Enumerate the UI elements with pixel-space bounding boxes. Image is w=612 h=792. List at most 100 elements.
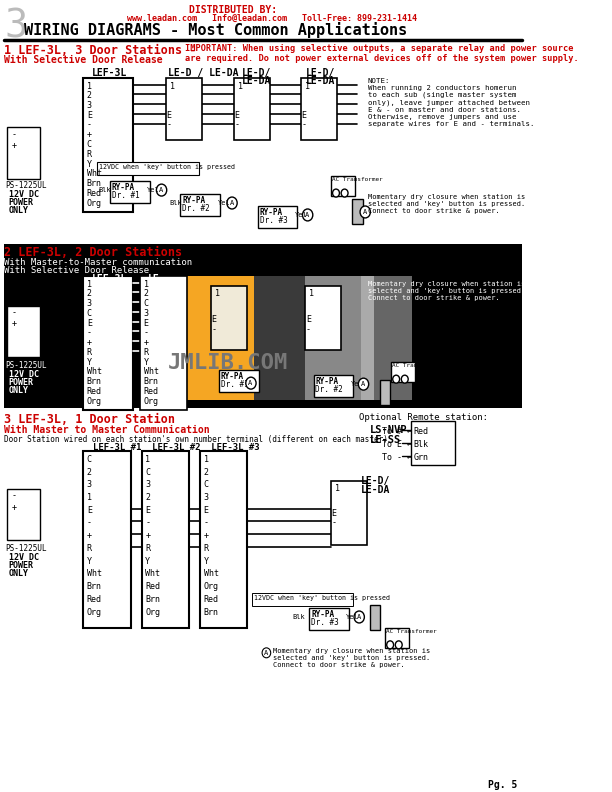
Bar xyxy=(181,194,220,216)
Text: PS-1225UL: PS-1225UL xyxy=(5,361,47,370)
Text: Y: Y xyxy=(143,358,149,367)
Text: -: - xyxy=(87,329,92,337)
Text: Dr. #1: Dr. #1 xyxy=(221,380,248,389)
Text: -: - xyxy=(87,120,92,130)
Bar xyxy=(385,628,409,648)
Text: Blk: Blk xyxy=(413,440,428,449)
Text: R: R xyxy=(145,544,150,553)
Text: WIRING DIAGRAMS - Most Common Applications: WIRING DIAGRAMS - Most Common Applicatio… xyxy=(24,22,408,38)
Text: Momentary dry closure when station is
selected and 'key' button is pressed.
Conn: Momentary dry closure when station is se… xyxy=(368,280,525,301)
Circle shape xyxy=(360,206,370,218)
Text: -: - xyxy=(12,492,17,501)
Text: Y: Y xyxy=(204,557,209,565)
Text: R: R xyxy=(87,348,92,357)
Text: POWER: POWER xyxy=(9,198,34,207)
Text: -: - xyxy=(12,131,17,139)
Text: LE-SS: LE-SS xyxy=(370,435,401,445)
Text: +: + xyxy=(12,141,17,150)
Text: AC Transformer: AC Transformer xyxy=(332,177,382,182)
Text: Org: Org xyxy=(143,397,159,406)
Text: A: A xyxy=(361,381,365,387)
Text: 2: 2 xyxy=(87,91,92,101)
Text: RY-PA: RY-PA xyxy=(182,196,205,205)
Text: 1: 1 xyxy=(143,280,149,288)
Text: With Selective Door Release: With Selective Door Release xyxy=(4,55,163,65)
Text: 2: 2 xyxy=(143,289,149,299)
Text: E: E xyxy=(306,315,311,325)
Circle shape xyxy=(246,377,256,389)
Text: 1: 1 xyxy=(87,493,92,502)
Bar xyxy=(353,199,363,224)
Text: A: A xyxy=(363,209,367,215)
Text: +: + xyxy=(143,338,149,347)
Text: Org: Org xyxy=(87,397,102,406)
Bar xyxy=(310,608,349,630)
Text: 2 LEF-3L, 2 Door Stations: 2 LEF-3L, 2 Door Stations xyxy=(4,246,182,259)
Text: AC Transformer: AC Transformer xyxy=(386,629,436,634)
Text: 3 LEF-3L, 1 Door Station: 3 LEF-3L, 1 Door Station xyxy=(4,413,175,426)
Text: 3: 3 xyxy=(143,309,149,318)
Text: Momentary dry closure when station is
selected and 'key' button is pressed.
Conn: Momentary dry closure when station is se… xyxy=(274,648,430,668)
Text: A: A xyxy=(264,649,268,656)
Text: +: + xyxy=(12,319,17,329)
Text: C: C xyxy=(145,467,150,477)
Bar xyxy=(234,78,270,140)
Text: -: - xyxy=(204,519,209,527)
Circle shape xyxy=(401,375,408,383)
Bar xyxy=(166,78,202,140)
Text: Yel: Yel xyxy=(295,212,307,218)
Bar xyxy=(142,451,189,628)
Text: Wht: Wht xyxy=(143,367,159,376)
Text: LS-NVP: LS-NVP xyxy=(370,425,407,435)
Text: 1: 1 xyxy=(305,82,310,90)
Text: Y: Y xyxy=(87,358,92,367)
Text: RY-PA: RY-PA xyxy=(259,208,283,217)
Text: C: C xyxy=(87,309,92,318)
Text: A: A xyxy=(248,380,253,386)
Text: With Master-to-Master communication: With Master-to-Master communication xyxy=(4,257,192,267)
Text: Red: Red xyxy=(143,387,159,396)
Text: LE-D/: LE-D/ xyxy=(242,67,271,78)
Text: +: + xyxy=(12,503,17,512)
Text: Pg. 5: Pg. 5 xyxy=(488,780,518,790)
Text: POWER: POWER xyxy=(9,378,34,387)
Text: -: - xyxy=(12,309,17,318)
Bar xyxy=(83,451,130,628)
Text: 12V DC: 12V DC xyxy=(9,554,39,562)
Bar xyxy=(83,276,133,410)
Text: LEF-3L: LEF-3L xyxy=(92,274,127,284)
Text: 3: 3 xyxy=(87,299,92,308)
Text: Wht: Wht xyxy=(87,169,102,178)
Circle shape xyxy=(302,209,313,221)
Text: 1: 1 xyxy=(87,82,92,90)
Bar xyxy=(411,421,455,465)
Text: 1: 1 xyxy=(310,288,315,298)
Text: 2: 2 xyxy=(87,467,92,477)
Text: E: E xyxy=(211,315,217,325)
Text: Dr. #1: Dr. #1 xyxy=(112,191,140,200)
Text: Y: Y xyxy=(87,557,92,565)
Text: A: A xyxy=(159,187,163,193)
Circle shape xyxy=(227,197,237,209)
Text: 1: 1 xyxy=(215,288,220,298)
Text: Blk: Blk xyxy=(292,614,305,620)
Text: Wht: Wht xyxy=(87,569,102,578)
Text: Brn: Brn xyxy=(145,595,160,604)
Bar xyxy=(331,481,367,546)
Text: +: + xyxy=(87,131,92,139)
Text: Wht: Wht xyxy=(87,367,102,376)
Text: 2: 2 xyxy=(145,493,150,502)
Text: ONLY: ONLY xyxy=(9,206,29,215)
Bar xyxy=(370,605,380,630)
Text: LE-: LE- xyxy=(148,274,165,284)
Text: To - ←: To - ← xyxy=(381,453,411,462)
Text: 3: 3 xyxy=(145,480,150,489)
Text: Y: Y xyxy=(145,557,150,565)
Text: RY-PA: RY-PA xyxy=(311,610,334,619)
Text: Blk: Blk xyxy=(170,200,182,206)
Bar xyxy=(258,206,297,228)
Text: -: - xyxy=(166,120,172,129)
Text: 3: 3 xyxy=(87,480,92,489)
Text: LE-D/: LE-D/ xyxy=(361,476,390,485)
Text: 1: 1 xyxy=(145,455,150,464)
